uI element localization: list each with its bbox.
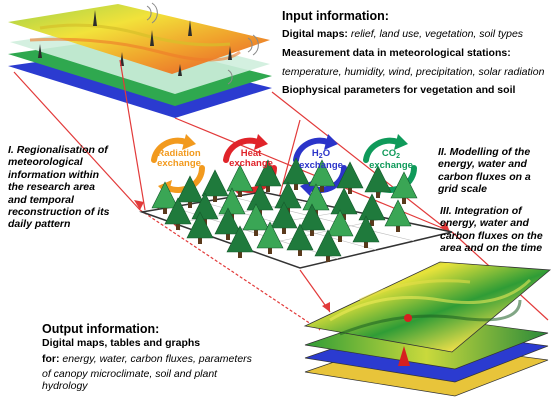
tree <box>384 199 412 232</box>
heat-exchange-label: Heat exchange <box>229 148 273 170</box>
tree <box>186 211 214 244</box>
output-line-2: for: energy, water, carbon fluxes, param… <box>42 353 252 366</box>
tree <box>298 203 326 236</box>
tree <box>326 209 354 242</box>
forest <box>151 157 418 262</box>
output-line-4: hydrology <box>42 380 88 393</box>
tree <box>151 181 179 214</box>
output-line-1: Digital maps, tables and graphs <box>42 336 201 349</box>
tree <box>286 223 314 256</box>
tree <box>242 203 270 236</box>
input-heading: Input information: <box>282 9 389 23</box>
tree <box>314 229 342 262</box>
tree <box>254 159 282 192</box>
input-line-4: Biophysical parameters for vegetation an… <box>282 84 516 97</box>
step-3-text: III. Integration of energy, water and ca… <box>440 205 543 255</box>
tree <box>352 215 380 248</box>
tree <box>330 187 358 220</box>
input-info: Input information: Digital maps: relief,… <box>282 9 558 99</box>
tree <box>390 171 418 204</box>
layer-heatmap <box>8 4 270 74</box>
co2-exchange-label: CO2 exchange <box>369 148 413 171</box>
tree <box>191 192 219 225</box>
tree <box>214 207 242 240</box>
input-line-3: temperature, humidity, wind, precipitati… <box>282 65 545 78</box>
map-marker <box>404 314 412 322</box>
signal-arcs <box>146 2 259 85</box>
step-2-text: II. Modelling of the energy, water and c… <box>438 146 531 196</box>
output-heading: Output information: <box>42 322 160 336</box>
tree <box>226 164 254 197</box>
tree <box>364 165 392 198</box>
tree <box>336 161 364 194</box>
tree <box>164 197 192 230</box>
output-layer-map <box>303 261 552 353</box>
h2o-exchange-label: H2O exchange <box>299 148 343 171</box>
input-line-2: Measurement data in meteorological stati… <box>282 46 511 59</box>
radiation-exchange-label: Radiation exchange <box>157 148 201 170</box>
output-layer-stack <box>303 261 552 397</box>
input-layer-stack <box>8 2 272 118</box>
step-1-text: I. Regionalisation of meteorological inf… <box>8 144 110 231</box>
station-markers <box>38 10 232 76</box>
input-line-1: Digital maps: relief, land use, vegetati… <box>282 27 524 40</box>
tree <box>358 193 386 226</box>
output-line-3: of canopy microclimate, soil and plant <box>42 368 218 380</box>
map-texture <box>329 278 532 336</box>
output-info: Output information: Digital maps, tables… <box>42 322 302 393</box>
tree <box>201 169 229 202</box>
tree <box>308 159 336 192</box>
tree <box>270 201 298 234</box>
tree <box>176 175 204 208</box>
tree <box>226 225 254 258</box>
tree <box>282 157 310 190</box>
tree <box>256 221 284 254</box>
